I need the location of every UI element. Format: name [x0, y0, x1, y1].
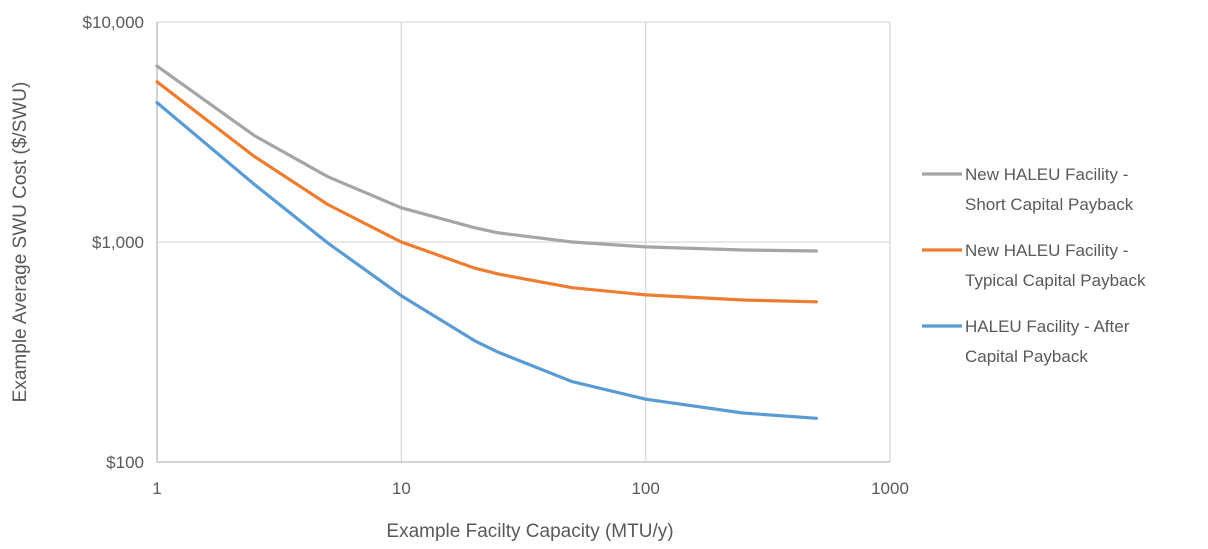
legend-label: New HALEU Facility - [965, 241, 1128, 260]
y-tick-label: $10,000 [83, 13, 144, 32]
y-axis-title: Example Average SWU Cost ($/SWU) [10, 82, 31, 403]
x-tick-label: 100 [631, 479, 659, 498]
legend-item-1: New HALEU Facility - Short Capital Paybac… [922, 165, 1134, 214]
x-tick-label: 10 [392, 479, 411, 498]
x-axis-title: Example Facilty Capacity (MTU/y) [386, 521, 673, 542]
legend: New HALEU Facility - Short Capital Paybac… [922, 165, 1146, 366]
legend-label: Capital Payback [965, 347, 1088, 366]
legend-label: HALEU Facility - After [965, 317, 1130, 336]
x-tick-label: 1 [152, 479, 161, 498]
legend-item-2: New HALEU Facility - Typical Capital Payb… [922, 241, 1146, 290]
legend-label: New HALEU Facility - [965, 165, 1128, 184]
y-tick-label: $100 [106, 453, 144, 472]
y-tick-label: $1,000 [92, 233, 144, 252]
x-tick-label: 1000 [871, 479, 909, 498]
legend-item-3: HALEU Facility - After Capital Payback [922, 317, 1130, 366]
legend-label: Typical Capital Payback [965, 271, 1146, 290]
legend-label: Short Capital Payback [965, 195, 1134, 214]
